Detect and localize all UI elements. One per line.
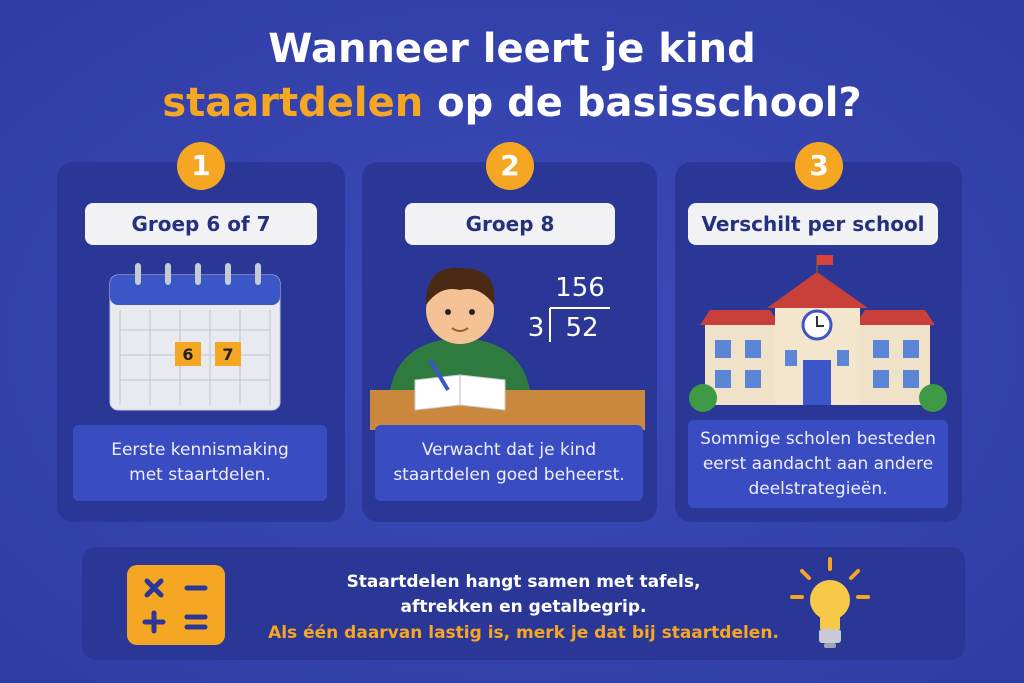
card-description: Sommige scholen besteden eerst aandacht … (688, 420, 948, 508)
title-highlight: staartdelen (162, 80, 424, 126)
title-line: staartdelen op de basisschool? (0, 80, 1024, 126)
calendar-day: 6 (182, 345, 193, 364)
calendar-day: 7 (222, 345, 233, 364)
footer-highlight: Als één daarvan lastig is, merk je dat b… (268, 623, 779, 643)
child-illustration: 156 3 52 (370, 267, 645, 430)
divisor: 3 (528, 313, 545, 343)
description-line: met staartdelen. (129, 465, 271, 485)
footer-line: aftrekken en getalbegrip. (400, 597, 647, 617)
title-rest: op de basisschool? (437, 80, 862, 126)
card-description: Verwacht dat je kind staartdelen goed be… (375, 425, 643, 501)
math-icon (127, 565, 225, 645)
card-description: Eerste kennismaking met staartdelen. (73, 425, 327, 501)
step-number: 2 (486, 142, 534, 190)
step-number: 1 (177, 142, 225, 190)
description-line: eerst aandacht aan andere (702, 453, 934, 474)
lightbulb-icon (790, 557, 870, 648)
description-line: Sommige scholen besteden (700, 428, 936, 449)
school-illustration (689, 255, 947, 412)
description-line: Verwacht dat je kind (421, 440, 597, 460)
title-line: Wanneer leert je kind (268, 26, 756, 72)
card-label: Groep 8 (405, 203, 615, 245)
card-label: Groep 6 of 7 (85, 203, 317, 245)
description-line: staartdelen goed beheerst. (393, 465, 625, 485)
card-label: Verschilt per school (688, 203, 938, 245)
calendar-icon: 6 7 (109, 263, 281, 411)
footer-line: Staartdelen hangt samen met tafels, (346, 572, 701, 592)
quotient: 156 (555, 273, 605, 303)
description-line: deelstrategieën. (748, 478, 888, 499)
step-number: 3 (795, 142, 843, 190)
description-line: Eerste kennismaking (111, 440, 289, 460)
dividend: 52 (565, 313, 598, 343)
